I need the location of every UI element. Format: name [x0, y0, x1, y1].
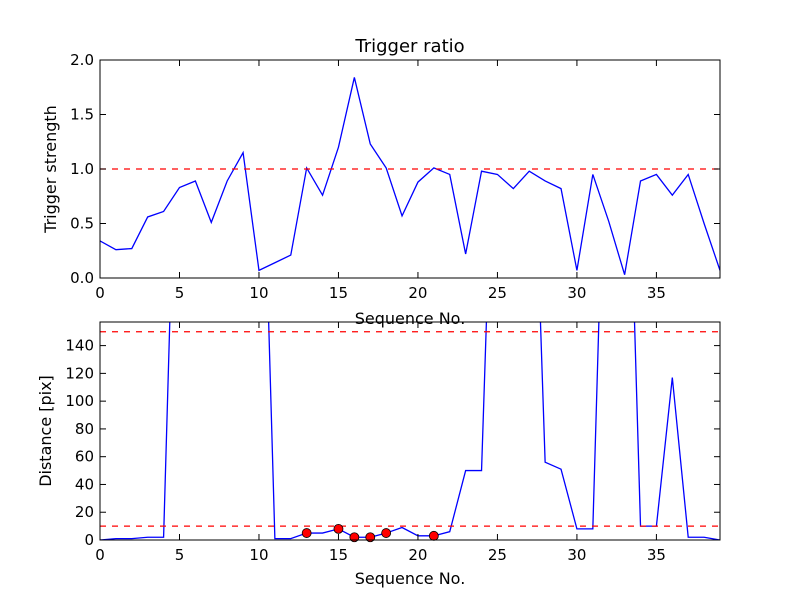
x-tick-label: 30 [567, 546, 586, 564]
plot-area: 0 5 10 15 20 25 30 35 0 20 40 60 80 100 120 140 [65, 321, 721, 564]
trigger-ratio-panel: Trigger ratio Trigger strength Sequence … [41, 36, 721, 328]
x-tick-label: 20 [408, 284, 427, 302]
data-point-marker [349, 532, 360, 543]
x-axis-label: Sequence No. [355, 569, 466, 588]
x-tick-label: 35 [647, 546, 666, 564]
data-point-marker [301, 528, 312, 538]
distance-panel: Distance [pix] Sequence No. 0 5 10 15 20 25 30… [36, 321, 721, 588]
x-tick-label: 35 [647, 284, 666, 302]
series-line [100, 77, 720, 275]
y-tick-label: 80 [75, 420, 94, 438]
y-tick-label: 0 [84, 531, 94, 549]
data-point-marker [428, 530, 439, 541]
y-tick-label: 60 [75, 448, 94, 466]
data-point-marker [365, 532, 376, 543]
x-tick-label: 5 [175, 546, 185, 564]
y-tick-label: 140 [65, 337, 94, 355]
axes-frame [99, 321, 721, 541]
x-tick-label: 25 [488, 284, 507, 302]
y-axis-label: Trigger strength [41, 105, 60, 234]
y-tick-label: 100 [65, 392, 94, 410]
data-point-marker [381, 528, 392, 538]
series-line [100, 322, 720, 540]
y-tick-label: 1.5 [70, 106, 94, 124]
y-tick-label: 120 [65, 364, 94, 382]
x-tick-label: 15 [329, 546, 348, 564]
x-axis-label: Sequence No. [355, 309, 466, 328]
x-tick-label: 30 [567, 284, 586, 302]
x-tick-label: 25 [488, 546, 507, 564]
x-tick-label: 20 [408, 546, 427, 564]
x-tick-label: 10 [249, 546, 268, 564]
y-tick-label: 40 [75, 475, 94, 493]
y-tick-label: 2.0 [70, 51, 94, 69]
data-point-marker [333, 523, 344, 534]
x-tick-label: 15 [329, 284, 348, 302]
y-axis-label: Distance [pix] [36, 375, 55, 487]
plot-area: 0 5 10 15 20 25 30 35 0.0 0.5 1.0 1.5 2.0 [70, 51, 721, 302]
y-tick-label: 0.0 [70, 269, 94, 287]
x-tick-label: 0 [95, 284, 105, 302]
y-tick-label: 1.0 [70, 160, 94, 178]
x-tick-label: 0 [95, 546, 105, 564]
chart-title: Trigger ratio [354, 36, 464, 57]
x-tick-label: 5 [175, 284, 185, 302]
y-tick-label: 20 [75, 503, 94, 521]
y-tick-label: 0.5 [70, 215, 94, 233]
x-tick-label: 10 [249, 284, 268, 302]
